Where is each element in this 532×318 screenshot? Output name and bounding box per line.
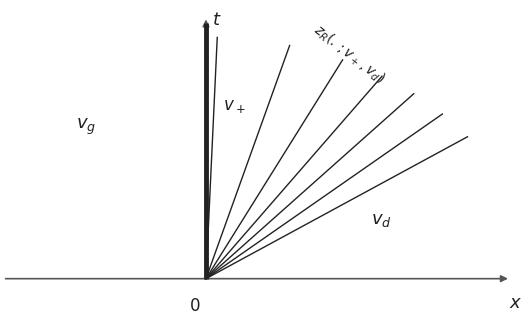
Text: $t$: $t$ — [212, 11, 222, 29]
Text: $x$: $x$ — [509, 294, 522, 312]
Text: $v_d$: $v_d$ — [371, 211, 392, 229]
Text: $0$: $0$ — [189, 298, 201, 315]
Text: $v_g$: $v_g$ — [76, 117, 96, 137]
Text: $z_R(.\,;v_+,v_d)$: $z_R(.\,;v_+,v_d)$ — [310, 21, 388, 87]
Text: $v_+$: $v_+$ — [222, 98, 245, 115]
